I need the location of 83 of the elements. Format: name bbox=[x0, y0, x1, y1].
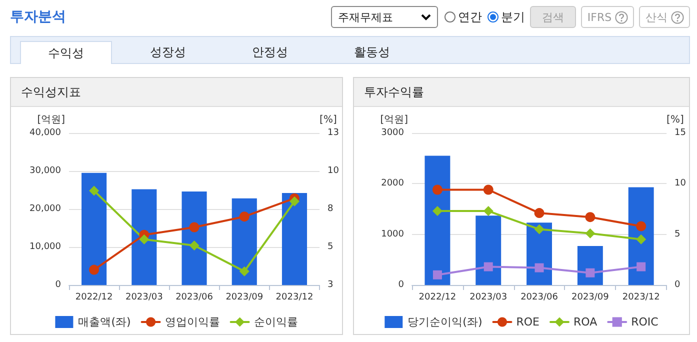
point bbox=[239, 266, 250, 276]
legend-label: ROE bbox=[516, 316, 540, 328]
text: 안정성 bbox=[251, 44, 289, 61]
point bbox=[585, 228, 596, 238]
x-tick-label: 2023/09 bbox=[571, 292, 610, 302]
bar bbox=[232, 198, 257, 285]
y2-tick-label: 15 bbox=[674, 128, 686, 138]
text: IFRS bbox=[581, 6, 634, 28]
text: 활동성 bbox=[353, 44, 391, 61]
y2-tick-label: 10 bbox=[674, 178, 686, 189]
legend-label: 순이익률 bbox=[254, 316, 298, 328]
point bbox=[636, 262, 646, 272]
y2-tick-label: 8 bbox=[328, 204, 334, 214]
point bbox=[189, 240, 200, 250]
x-tick-label: 2023/03 bbox=[470, 292, 508, 302]
chart-title: 투자수익률 bbox=[354, 78, 689, 107]
bar bbox=[282, 193, 308, 285]
bar bbox=[424, 156, 450, 285]
point bbox=[585, 212, 596, 222]
legend-label: ROA bbox=[573, 316, 598, 328]
x-tick-label: 2022/12 bbox=[75, 292, 113, 302]
legend-label: 당기순이익(좌) bbox=[408, 316, 482, 328]
y2-tick-label: 3 bbox=[328, 280, 334, 290]
x-tick-label: 2023/03 bbox=[125, 292, 163, 302]
text: 주재무제표 bbox=[338, 10, 393, 24]
y-axis-title: [억원] bbox=[37, 114, 66, 126]
y2-tick-label: 13 bbox=[328, 128, 339, 138]
point bbox=[586, 268, 595, 278]
legend-label: 매출액(좌) bbox=[78, 316, 131, 328]
bar bbox=[182, 192, 207, 285]
y-tick-label: 1000 bbox=[381, 229, 404, 240]
chart-title: 수익성지표 bbox=[11, 78, 342, 107]
x-tick-label: 2023/12 bbox=[622, 292, 660, 302]
y2-tick-label: 5 bbox=[674, 229, 680, 240]
y-tick-label: 0 bbox=[398, 280, 404, 290]
point bbox=[89, 264, 100, 275]
bar bbox=[476, 216, 502, 285]
y2-tick-label: 10 bbox=[328, 166, 340, 176]
y2-tick-label: 5 bbox=[328, 242, 334, 252]
bar bbox=[82, 172, 107, 285]
text: 연간 bbox=[458, 8, 482, 26]
point bbox=[239, 212, 250, 222]
point bbox=[189, 222, 200, 232]
point bbox=[139, 234, 150, 244]
legend-label: 영업이익률 bbox=[164, 316, 220, 328]
y-tick-label: 0 bbox=[55, 280, 62, 290]
x-tick-label: 2022/12 bbox=[418, 292, 456, 302]
y-tick-label: 10,000 bbox=[30, 242, 62, 252]
point bbox=[636, 221, 646, 232]
point bbox=[483, 206, 494, 216]
point bbox=[289, 196, 300, 206]
point bbox=[483, 184, 494, 195]
x-tick-label: 2023/06 bbox=[520, 292, 558, 302]
legend-label: ROIC bbox=[631, 316, 659, 328]
point bbox=[534, 208, 544, 218]
point bbox=[534, 224, 544, 234]
y2-axis-title: [%] bbox=[320, 114, 337, 126]
point bbox=[484, 262, 493, 272]
point bbox=[636, 234, 646, 244]
point bbox=[432, 270, 442, 280]
x-tick-label: 2023/06 bbox=[176, 292, 214, 302]
y-tick-label: 30,000 bbox=[30, 166, 62, 176]
y2-axis-title: [%] bbox=[666, 114, 684, 126]
y2-tick-label: 0 bbox=[674, 280, 681, 290]
y-tick-label: 2000 bbox=[381, 178, 404, 189]
text: 검색 bbox=[530, 6, 576, 28]
y-tick-label: 40,000 bbox=[30, 128, 62, 138]
text: 수익성 bbox=[20, 41, 112, 64]
x-tick-label: 2023/12 bbox=[276, 292, 314, 302]
y-tick-label: 20,000 bbox=[30, 204, 62, 214]
bar bbox=[628, 187, 654, 285]
y-axis-title: [억원] bbox=[380, 114, 408, 126]
text: 산식 bbox=[639, 6, 690, 28]
point bbox=[534, 263, 544, 272]
text: 분기 bbox=[501, 8, 525, 26]
text: 투자분석 bbox=[10, 8, 66, 26]
text: 성장성 bbox=[149, 44, 187, 61]
point bbox=[89, 186, 100, 196]
point bbox=[432, 206, 442, 216]
x-tick-label: 2023/09 bbox=[226, 292, 264, 302]
point bbox=[432, 184, 442, 195]
bar bbox=[132, 189, 157, 285]
y-tick-label: 3000 bbox=[381, 128, 404, 138]
